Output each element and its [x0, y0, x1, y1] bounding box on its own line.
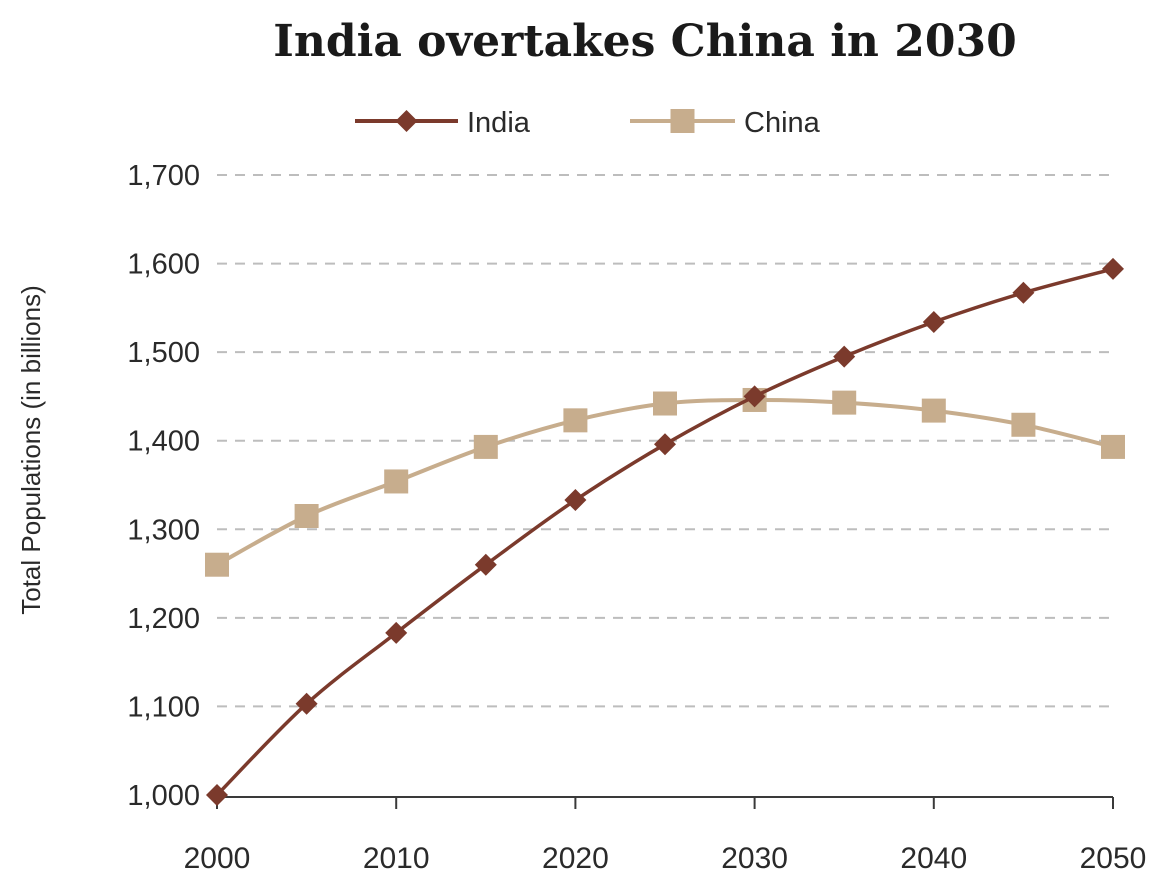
legend-label-india: India	[467, 107, 531, 139]
x-tick-label: 2030	[721, 842, 788, 875]
y-tick-label: 1,200	[127, 603, 200, 635]
gridlines	[217, 174, 1113, 708]
india-point	[1012, 281, 1035, 304]
y-tick-label: 1,600	[127, 249, 200, 281]
y-tick-label: 1,400	[127, 426, 200, 458]
chart-title: India overtakes China in 2030	[273, 16, 1016, 67]
india-point	[564, 489, 587, 512]
legend-marker-china	[670, 109, 695, 133]
x-tick-label: 2010	[363, 842, 430, 875]
series-china	[205, 387, 1125, 577]
legend: India China	[355, 107, 821, 139]
china-point	[1101, 434, 1125, 459]
china-point	[384, 469, 409, 494]
legend-item-india: India	[355, 107, 531, 139]
india-point	[295, 692, 318, 715]
india-point	[743, 385, 766, 408]
china-line	[216, 397, 1114, 567]
china-point	[563, 408, 588, 433]
x-tick-label: 2040	[900, 842, 967, 875]
india-point	[833, 345, 856, 368]
x-tick-label: 2050	[1080, 842, 1147, 875]
india-point	[474, 553, 497, 576]
china-point	[832, 390, 857, 415]
china-point	[1011, 412, 1036, 437]
legend-marker-india	[395, 110, 418, 132]
china-point	[921, 398, 946, 423]
india-point	[922, 311, 945, 334]
series-layer	[205, 257, 1125, 806]
y-tick-label: 1,100	[127, 691, 200, 723]
y-axis-label: Total Populations (in billions)	[16, 285, 46, 615]
x-tick-label: 2000	[184, 842, 251, 875]
y-tick-label: 1,700	[127, 160, 200, 192]
y-tick-label: 1,000	[127, 780, 200, 812]
legend-item-china: China	[630, 107, 821, 139]
china-point	[294, 504, 319, 528]
y-axis-ticks: 1,000 1,100 1,200 1,300 1,400 1,500 1,600 1,700	[127, 160, 200, 812]
china-point	[653, 391, 677, 416]
y-tick-label: 1,500	[127, 337, 200, 369]
india-point	[1102, 257, 1124, 280]
series-india	[206, 257, 1124, 806]
china-point	[205, 552, 229, 577]
india-point	[654, 433, 676, 456]
x-axis: 2000 2010 2020 2030 2040 2050	[184, 796, 1147, 875]
india-point	[385, 621, 408, 644]
y-tick-label: 1,300	[127, 514, 200, 546]
india-line	[215, 267, 1114, 797]
india-point	[206, 784, 228, 806]
x-tick-label: 2020	[542, 842, 609, 875]
legend-label-china: China	[744, 107, 821, 139]
china-point	[473, 434, 498, 459]
